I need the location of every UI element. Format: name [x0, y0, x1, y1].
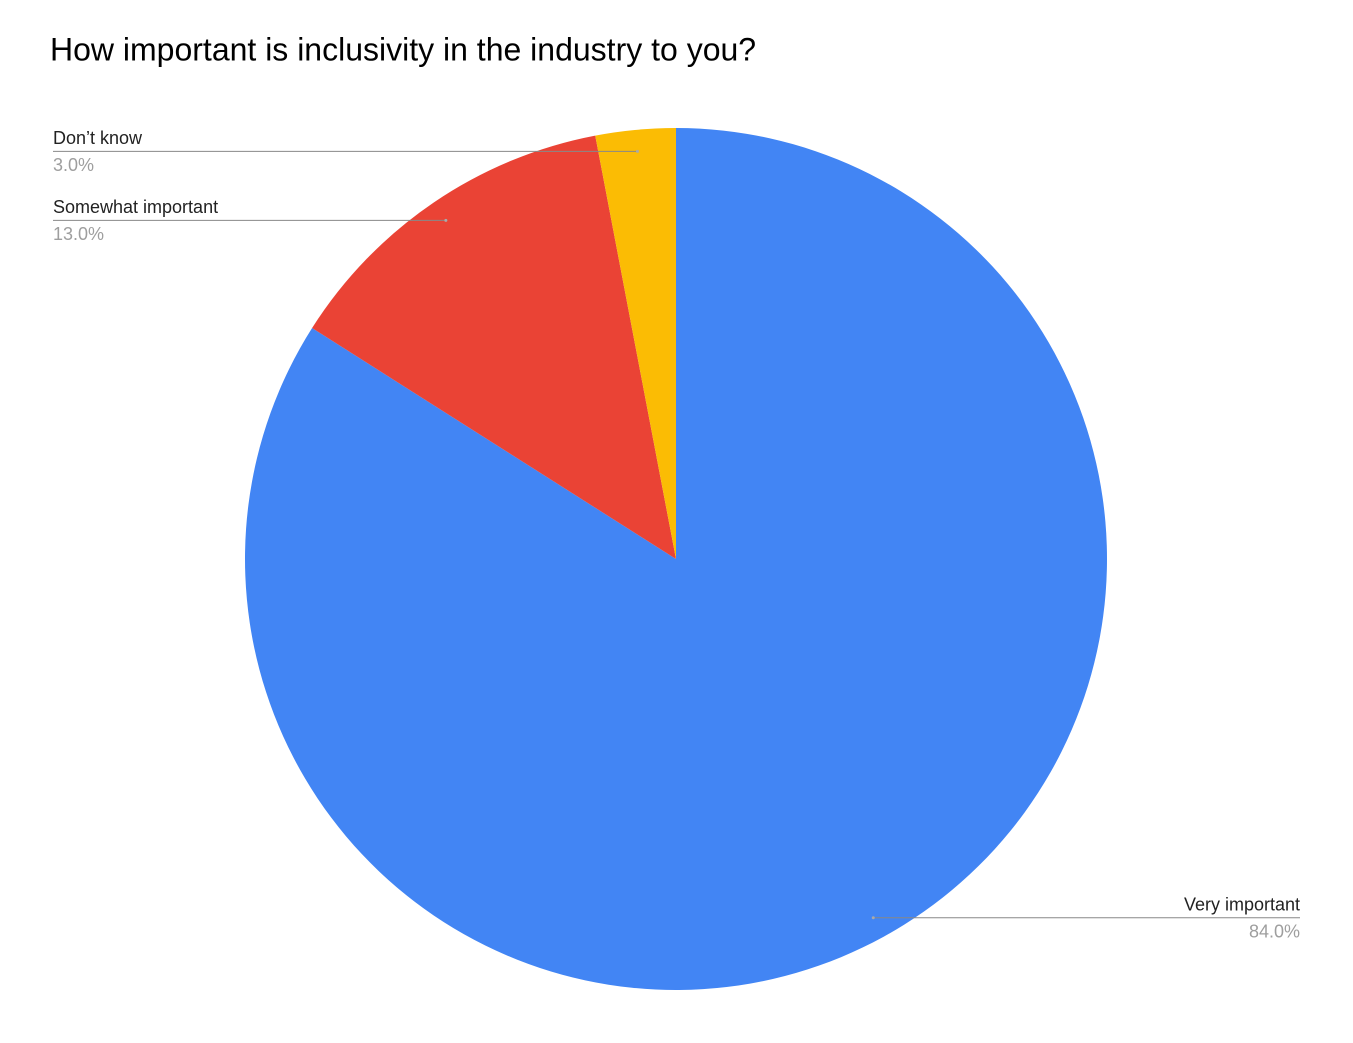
slice-label: Very important: [1184, 895, 1300, 915]
pie-slice: [312, 135, 676, 559]
chart-title: How important is inclusivity in the indu…: [50, 31, 756, 67]
pie-slice: [595, 128, 676, 559]
slice-label: Don’t know: [53, 128, 143, 148]
slice-value-label: 84.0%: [1249, 922, 1300, 942]
slice-label: Somewhat important: [53, 197, 218, 217]
slice-value-label: 3.0%: [53, 155, 94, 175]
leader-dot: [635, 149, 639, 153]
leader-dot: [871, 916, 875, 920]
leader-dot: [444, 218, 448, 222]
pie-slice: [244, 128, 1107, 990]
slice-value-label: 13.0%: [53, 224, 104, 244]
